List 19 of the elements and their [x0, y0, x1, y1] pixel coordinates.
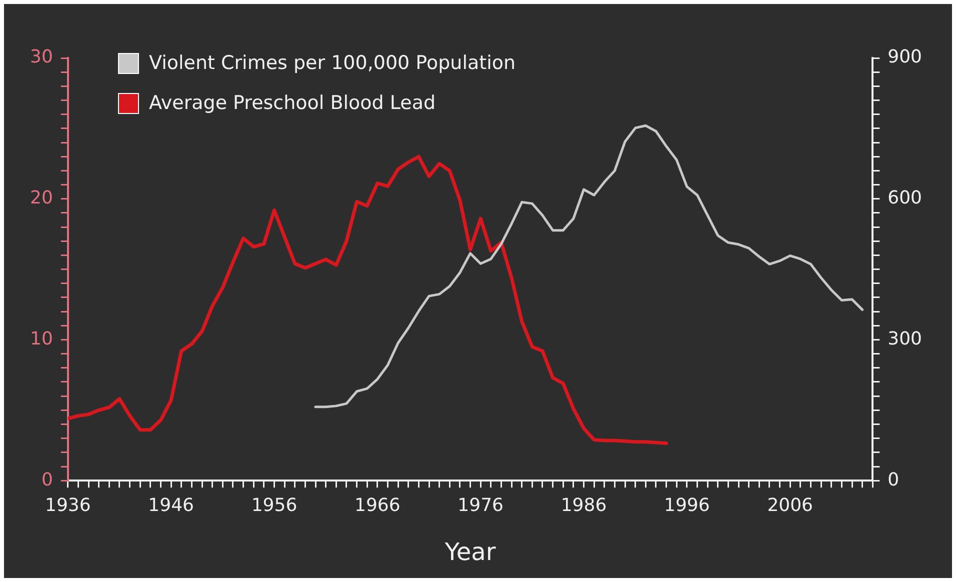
y-tick-label: 0	[41, 469, 53, 490]
y2-tick-label: 600	[888, 188, 922, 209]
y2-tick-label: 300	[888, 328, 922, 350]
x-tick-label: 1936	[45, 495, 91, 516]
y2-tick-label: 0	[888, 469, 900, 490]
x-tick-label: 1946	[148, 495, 194, 516]
x-tick-label: 1976	[458, 495, 504, 516]
x-tick-label: 1996	[664, 495, 710, 516]
y-tick-label: 10	[30, 328, 53, 350]
y2-tick-label: 900	[888, 46, 922, 68]
legend-label: Average Preschool Blood Lead	[149, 92, 436, 114]
x-tick-label: 1956	[251, 495, 298, 516]
y-tick-label: 30	[30, 46, 53, 68]
x-axis-title: Year	[444, 538, 496, 566]
legend-label: Violent Crimes per 100,000 Population	[149, 52, 516, 74]
x-tick-label: 1986	[560, 495, 607, 516]
x-tick-label: 2006	[767, 495, 814, 516]
y-tick-label: 20	[30, 188, 53, 209]
x-tick-label: 1966	[354, 495, 400, 516]
